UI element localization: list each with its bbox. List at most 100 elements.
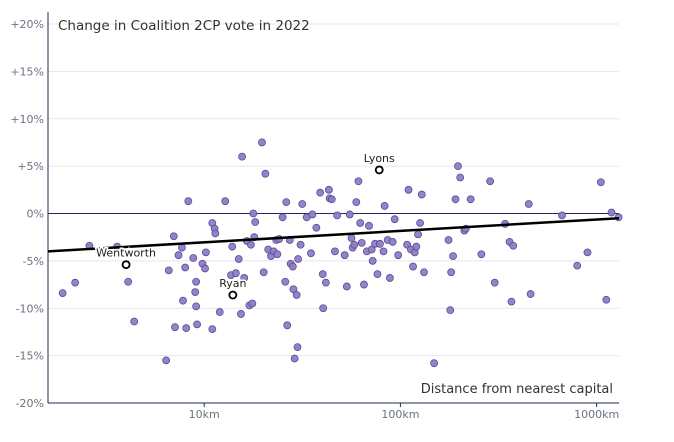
scatter-point xyxy=(174,251,183,260)
scatter-point xyxy=(477,250,486,259)
scatter-point xyxy=(294,255,302,263)
scatter-point xyxy=(368,256,377,265)
scatter-point xyxy=(360,280,368,289)
highlight-label: Ryan xyxy=(219,277,246,290)
scatter-point xyxy=(607,208,616,217)
scatter-point xyxy=(365,221,373,230)
scatter-point xyxy=(318,270,327,279)
scatter-point xyxy=(171,323,179,332)
scatter-point xyxy=(169,232,178,241)
scatter-point xyxy=(319,304,328,313)
scatter-point xyxy=(192,302,201,311)
scatter-point xyxy=(507,297,516,306)
scatter-point xyxy=(404,185,413,194)
y-tick-label: +20% xyxy=(10,18,44,31)
scatter-point xyxy=(430,359,439,368)
trend-line xyxy=(47,216,620,253)
scatter-point xyxy=(416,219,425,227)
scatter-point xyxy=(124,277,133,286)
scatter-point xyxy=(215,308,224,316)
scatter-point xyxy=(211,229,220,238)
scatter-point xyxy=(447,268,456,277)
scatter-point xyxy=(352,198,361,207)
scatter-point xyxy=(191,288,200,297)
scatter-point xyxy=(308,210,317,219)
y-tick-label: +10% xyxy=(10,113,44,126)
scatter-point xyxy=(357,238,366,247)
scatter-point xyxy=(283,321,292,330)
scatter-point xyxy=(248,299,257,308)
scatter-point xyxy=(526,290,535,298)
highlighted-points: Wentworth Ryan Lyons xyxy=(95,150,397,300)
scatter-point xyxy=(249,209,258,218)
scatter-point xyxy=(231,269,240,278)
highlighted-point xyxy=(228,290,238,300)
scatter-point xyxy=(375,239,384,248)
scatter-point xyxy=(240,274,249,282)
scatter-point xyxy=(602,295,611,304)
scatter-point xyxy=(273,250,282,259)
scatter-point xyxy=(412,242,421,251)
scatter-point xyxy=(356,219,365,227)
scatter-point xyxy=(293,343,302,351)
scatter-point xyxy=(234,255,243,263)
scatter-point xyxy=(221,197,230,206)
highlight-label: Wentworth xyxy=(96,247,156,260)
scatter-point xyxy=(282,198,291,207)
scatter-point xyxy=(184,197,193,206)
scatter-point xyxy=(420,268,428,277)
scatter-point xyxy=(583,248,592,257)
scatter-point xyxy=(394,251,403,260)
scatter-point xyxy=(296,240,305,249)
scatter-point xyxy=(456,173,465,182)
scatter-point xyxy=(312,223,321,232)
scatter-point xyxy=(71,278,80,287)
scatter-point xyxy=(367,245,376,254)
scatter-point xyxy=(340,251,349,260)
y-tick-label: +15% xyxy=(10,65,44,78)
scatter-point xyxy=(201,264,209,273)
scatter-point xyxy=(321,278,330,287)
scatter-point xyxy=(486,177,495,186)
scatter-point xyxy=(246,240,255,249)
scatter-point xyxy=(342,282,351,291)
scatter-point xyxy=(386,274,394,282)
scatter-point xyxy=(189,254,198,262)
y-tick-label: -10% xyxy=(16,302,44,315)
scatter-point xyxy=(417,190,426,199)
scatter-point xyxy=(192,277,201,286)
scatter-point xyxy=(466,195,475,204)
scatter-point xyxy=(162,356,171,365)
scatter-point xyxy=(288,262,297,271)
x-tick-labels: 10km 100km 1000km xyxy=(189,403,619,421)
scatter-point xyxy=(58,289,67,297)
scatter-point xyxy=(182,324,191,333)
scatter-point xyxy=(298,200,307,208)
scatter-point xyxy=(390,215,399,224)
scatter-point xyxy=(178,243,186,252)
scatter-point xyxy=(316,188,325,197)
scatter-point xyxy=(331,247,339,256)
scatter-point xyxy=(259,268,268,277)
scatter-point xyxy=(208,325,217,333)
scatter-point xyxy=(193,320,201,329)
scatter-point xyxy=(238,152,246,161)
y-tick-label: -20% xyxy=(16,397,44,410)
scatter-point xyxy=(409,262,417,271)
scatter-point xyxy=(164,266,173,275)
x-axis-label: Distance from nearest capital xyxy=(421,382,613,397)
scatter-point xyxy=(345,210,354,219)
y-gridlines xyxy=(48,23,619,404)
scatter-point xyxy=(228,242,237,251)
scatter-point xyxy=(573,261,582,270)
scatter-point xyxy=(307,249,315,258)
y-tick-label: -15% xyxy=(16,350,44,363)
scatter-point xyxy=(201,248,210,257)
scatter-point xyxy=(451,195,460,204)
scatter-point xyxy=(258,138,266,147)
scatter-point xyxy=(350,240,359,249)
scatter-point xyxy=(388,238,397,246)
scatter-point xyxy=(444,236,453,244)
scatter-point xyxy=(292,291,301,299)
scatter-point xyxy=(380,202,389,210)
